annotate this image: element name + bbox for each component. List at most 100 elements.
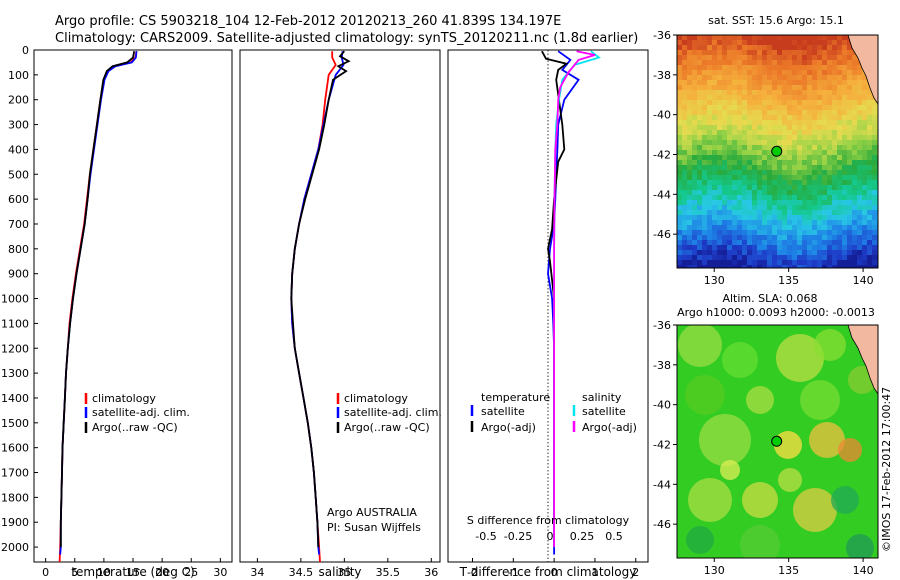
sst-cell (772, 165, 777, 170)
sst-cell (707, 55, 712, 60)
sla-argo-marker (771, 435, 783, 447)
sst-cell (752, 75, 757, 80)
sst-cell (792, 130, 797, 135)
sst-cell (827, 195, 832, 200)
sst-cell (872, 190, 877, 195)
sst-cell (837, 110, 842, 115)
sst-cell (757, 225, 762, 230)
sst-cell (772, 100, 777, 105)
sst-cell (847, 170, 852, 175)
sst-cell (822, 70, 827, 75)
sst-cell (852, 130, 857, 135)
sst-cell (817, 35, 822, 40)
sst-cell (767, 45, 772, 50)
sst-cell (747, 120, 752, 125)
sst-cell (832, 40, 837, 45)
sst-cell (762, 175, 767, 180)
sst-cell (827, 135, 832, 140)
sst-cell (847, 205, 852, 210)
sst-cell (747, 115, 752, 120)
sst-cell (772, 130, 777, 135)
sst-cell (737, 80, 742, 85)
sst-cell (802, 180, 807, 185)
sst-cell (772, 200, 777, 205)
sst-cell (787, 215, 792, 220)
sst-cell (697, 125, 702, 130)
sst-cell (717, 155, 722, 160)
sst-cell (802, 125, 807, 130)
sst-cell (782, 235, 787, 240)
sst-cell (802, 100, 807, 105)
sst-cell (792, 100, 797, 105)
sst-cell (722, 165, 727, 170)
sst-cell (787, 120, 792, 125)
sst-cell (832, 55, 837, 60)
sst-cell (702, 260, 707, 265)
sst-cell (737, 35, 742, 40)
sst-cell (847, 240, 852, 245)
sst-cell (687, 215, 692, 220)
sst-cell (832, 100, 837, 105)
sst-cell (702, 160, 707, 165)
sst-cell (782, 135, 787, 140)
sst-cell (732, 60, 737, 65)
sst-cell (712, 245, 717, 250)
sst-cell (687, 185, 692, 190)
sst-cell (837, 90, 842, 95)
sst-cell (802, 80, 807, 85)
sst-cell (812, 130, 817, 135)
sst-cell (787, 70, 792, 75)
sst-cell (762, 55, 767, 60)
sst-cell (852, 155, 857, 160)
sst-cell (872, 230, 877, 235)
sst-cell (777, 55, 782, 60)
sst-cell (727, 215, 732, 220)
sst-cell (822, 245, 827, 250)
sst-cell (832, 170, 837, 175)
sst-cell (842, 265, 847, 268)
legend-climatology-label: climatology (344, 392, 408, 405)
sst-cell (872, 155, 877, 160)
sst-cell (757, 215, 762, 220)
sst-cell (872, 115, 877, 120)
sst-cell (857, 120, 862, 125)
sst-cell (807, 240, 812, 245)
temperature-legend: climatology satellite-adj. clim. Argo(..… (84, 392, 190, 434)
sst-cell (822, 140, 827, 145)
sst-cell (772, 240, 777, 245)
sst-cell (827, 145, 832, 150)
sst-cell (852, 175, 857, 180)
x-tick-label: 0 (42, 566, 49, 579)
sst-cell (827, 75, 832, 80)
sst-cell (807, 65, 812, 70)
sst-cell (747, 225, 752, 230)
sla-blob (778, 468, 802, 492)
sst-cell (832, 205, 837, 210)
pi-label: PI: Susan Wijffels (327, 521, 421, 534)
sst-cell (677, 180, 682, 185)
sst-cell (702, 125, 707, 130)
difference-legend: temperature satellite Argo(-adj) salinit… (470, 391, 637, 434)
sst-cell (797, 65, 802, 70)
sst-cell (787, 45, 792, 50)
sst-cell (767, 205, 772, 210)
sst-cell (707, 50, 712, 55)
sst-cell (737, 120, 742, 125)
sst-cell (847, 100, 852, 105)
sst-cell (802, 195, 807, 200)
sst-cell (832, 45, 837, 50)
sst-cell (832, 255, 837, 260)
sst-cell (862, 100, 867, 105)
sst-cell (762, 100, 767, 105)
sst-cell (717, 250, 722, 255)
sst-cell (777, 135, 782, 140)
sst-cell (777, 155, 782, 160)
sst-cell (787, 140, 792, 145)
sst-cell (827, 70, 832, 75)
sst-cell (797, 190, 802, 195)
sst-cell (822, 60, 827, 65)
sst-cell (862, 80, 867, 85)
sst-cell (712, 155, 717, 160)
sst-cell (817, 145, 822, 150)
